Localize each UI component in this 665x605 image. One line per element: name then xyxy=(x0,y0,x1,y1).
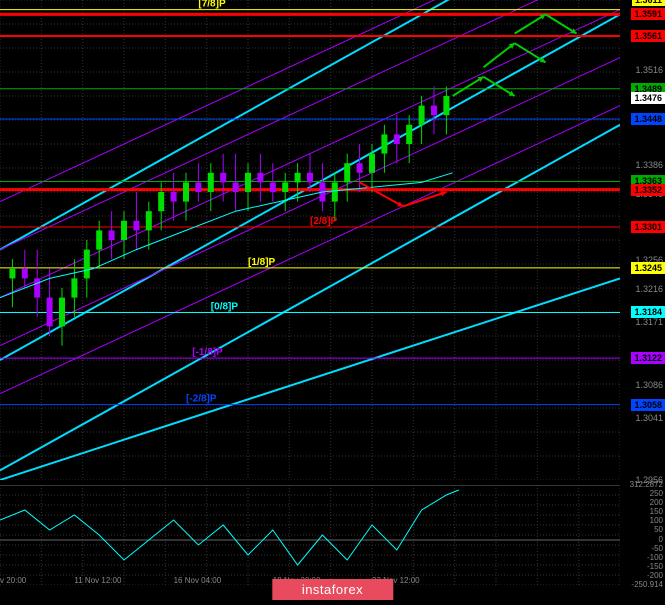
price-pill: 1.3448 xyxy=(631,113,665,125)
svg-text:[1/8]P: [1/8]P xyxy=(248,257,276,268)
svg-text:[0/8]P: [0/8]P xyxy=(211,301,239,312)
price-label: 1.3086 xyxy=(635,380,663,390)
main-chart-area[interactable]: [7/8]P [2/8]P [1/8]P [0/8]P [-1/8]P [-2/8]P xyxy=(0,0,620,480)
price-pill: 1.3301 xyxy=(631,221,665,233)
price-label: 1.3041 xyxy=(635,413,663,423)
chart-container: [7/8]P [2/8]P [1/8]P [0/8]P [-1/8]P [-2/8]P 1… xyxy=(0,0,665,605)
indicator-label: -200 xyxy=(647,571,663,580)
indicator-label: -150 xyxy=(647,562,663,571)
indicator-label: 150 xyxy=(650,507,663,516)
price-pill: 1.3476 xyxy=(631,92,665,104)
indicator-label: 250 xyxy=(650,489,663,498)
svg-text:[2/8]P: [2/8]P xyxy=(310,216,338,227)
indicator-label: 100 xyxy=(650,516,663,525)
indicator-label: 200 xyxy=(650,498,663,507)
main-chart-svg: [7/8]P [2/8]P [1/8]P [0/8]P [-1/8]P [-2/8]P xyxy=(0,0,620,480)
watermark-logo: instaforex xyxy=(272,579,393,600)
y-axis-main: 1.36111.35611.35161.34761.33861.33461.32… xyxy=(620,0,665,480)
indicator-label: 312.2872 xyxy=(630,480,663,489)
time-label: 11 Nov 12:00 xyxy=(74,576,121,585)
price-label: 1.3516 xyxy=(635,65,663,75)
price-pill: 1.3611 xyxy=(632,0,665,6)
indicator-label: 0 xyxy=(659,535,663,544)
price-pill: 1.3122 xyxy=(631,352,665,364)
price-pill: 1.3352 xyxy=(631,184,665,196)
time-label: 16 Nov 04:00 xyxy=(174,576,222,585)
indicator-label: -100 xyxy=(647,553,663,562)
indicator-label: -50 xyxy=(651,544,663,553)
indicator-label: 50 xyxy=(654,525,663,534)
svg-text:[-1/8]P: [-1/8]P xyxy=(192,347,223,358)
svg-text:[7/8]P: [7/8]P xyxy=(198,0,226,10)
price-label: 1.3171 xyxy=(635,317,663,327)
time-label: v 20:00 xyxy=(0,576,26,585)
price-pill: 1.3058 xyxy=(631,399,665,411)
indicator-label: -250.914 xyxy=(631,580,663,589)
svg-text:[-2/8]P: [-2/8]P xyxy=(186,394,217,405)
y-axis-indicator: 312.2872250200150100500-50-100-150-200-2… xyxy=(620,485,665,585)
price-pill: 1.3561 xyxy=(631,30,665,42)
price-pill: 1.3591 xyxy=(631,8,665,20)
price-label: 1.3386 xyxy=(635,160,663,170)
price-pill: 1.3184 xyxy=(631,306,665,318)
price-pill: 1.3245 xyxy=(631,262,665,274)
price-label: 1.3216 xyxy=(635,284,663,294)
